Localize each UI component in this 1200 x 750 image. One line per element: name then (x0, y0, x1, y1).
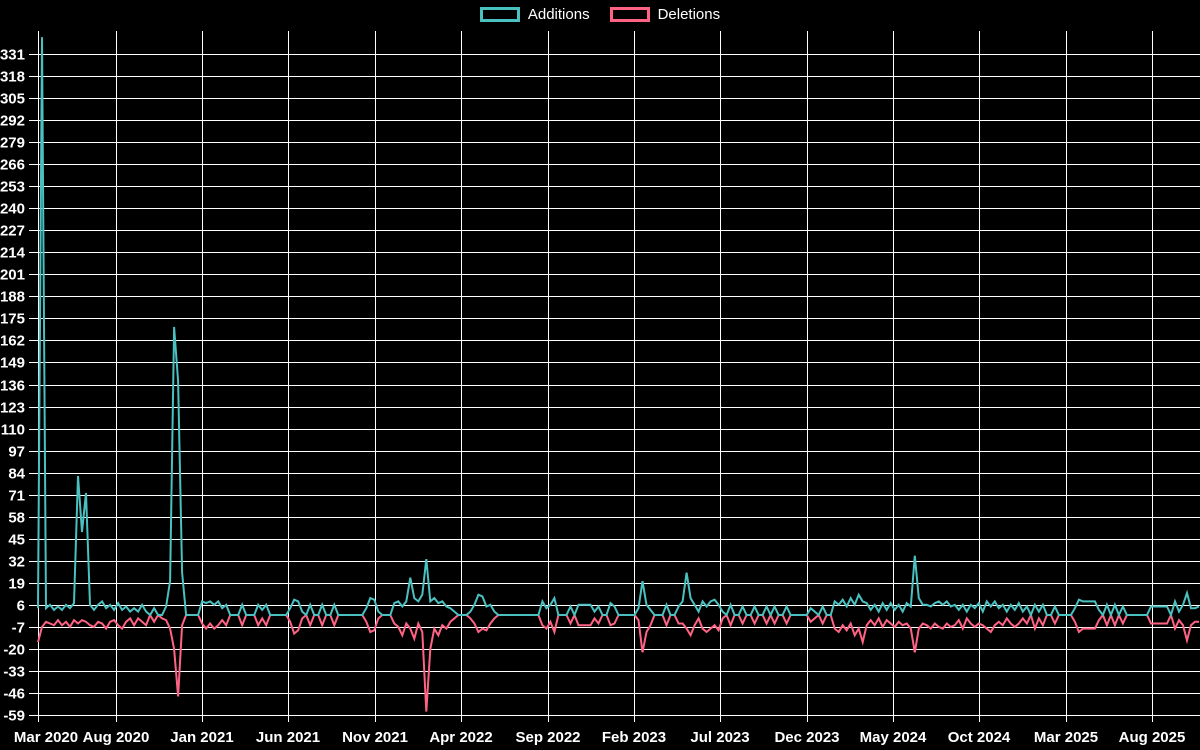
y-tick-label: 110 (1, 422, 25, 439)
y-tick-label: 19 (8, 576, 25, 593)
x-tick-label: Oct 2024 (948, 729, 1011, 746)
x-tick-label: Mar 2020 (14, 729, 78, 746)
x-tick-label: Mar 2025 (1034, 729, 1098, 746)
y-tick-label: -59 (3, 708, 25, 725)
y-tick-label: 279 (0, 135, 25, 152)
x-tick-label: Jun 2021 (256, 729, 320, 746)
legend-item-deletions[interactable]: Deletions (609, 6, 721, 23)
y-tick-label: -20 (3, 642, 25, 659)
y-tick-label: 149 (0, 355, 25, 372)
x-tick-label: Aug 2025 (1119, 729, 1186, 746)
x-tick-label: Aug 2020 (83, 729, 150, 746)
y-tick-label: 292 (0, 113, 25, 130)
x-tick-label: Jan 2021 (170, 729, 233, 746)
x-tick-label: Nov 2021 (342, 729, 408, 746)
y-tick-label: 305 (0, 91, 25, 108)
y-tick-label: 71 (8, 488, 25, 505)
y-tick-label: 266 (0, 157, 25, 174)
x-tick-label: Sep 2022 (515, 729, 580, 746)
y-tick-label: 45 (8, 532, 25, 549)
additions-line (37, 37, 1200, 618)
y-tick-label: 162 (0, 333, 25, 350)
chart-legend: Additions Deletions (0, 7, 1200, 22)
deletions-swatch (609, 7, 650, 22)
y-tick-label: -46 (3, 686, 25, 703)
x-tick-label: May 2024 (860, 729, 927, 746)
y-tick-label: 136 (0, 378, 25, 395)
y-axis-labels: 331 318 305 292 279 266 253 240 227 214 201 188 175 1… (0, 47, 26, 725)
y-tick-label: -33 (3, 664, 25, 681)
x-tick-label: Dec 2023 (774, 729, 839, 746)
additions-swatch (479, 7, 520, 22)
y-tick-label: 58 (8, 510, 25, 527)
y-tick-label: 214 (0, 245, 26, 262)
y-tick-label: 253 (0, 179, 25, 196)
gridlines (29, 31, 1200, 722)
y-tick-label: 318 (0, 69, 25, 86)
y-tick-label: -7 (12, 620, 25, 637)
y-tick-label: 97 (8, 444, 25, 461)
x-tick-label: Feb 2023 (602, 729, 666, 746)
y-tick-label: 32 (8, 554, 25, 571)
y-tick-label: 175 (0, 311, 25, 328)
x-axis-labels: Mar 2020 Aug 2020 Jan 2021 Jun 2021 Nov 2021… (14, 729, 1185, 746)
additions-legend-label: Additions (527, 6, 590, 23)
y-tick-label: 240 (0, 201, 25, 218)
y-tick-label: 331 (0, 47, 25, 64)
x-tick-label: Apr 2022 (429, 729, 492, 746)
y-tick-label: 201 (0, 267, 25, 284)
y-tick-label: 6 (17, 598, 25, 615)
y-tick-label: 188 (0, 289, 25, 306)
x-tick-label: Jul 2023 (690, 729, 749, 746)
legend-item-additions[interactable]: Additions (479, 6, 590, 23)
y-tick-label: 84 (8, 466, 25, 483)
y-tick-label: 123 (0, 400, 25, 417)
deletions-legend-label: Deletions (657, 6, 721, 23)
y-tick-label: 227 (0, 223, 25, 240)
